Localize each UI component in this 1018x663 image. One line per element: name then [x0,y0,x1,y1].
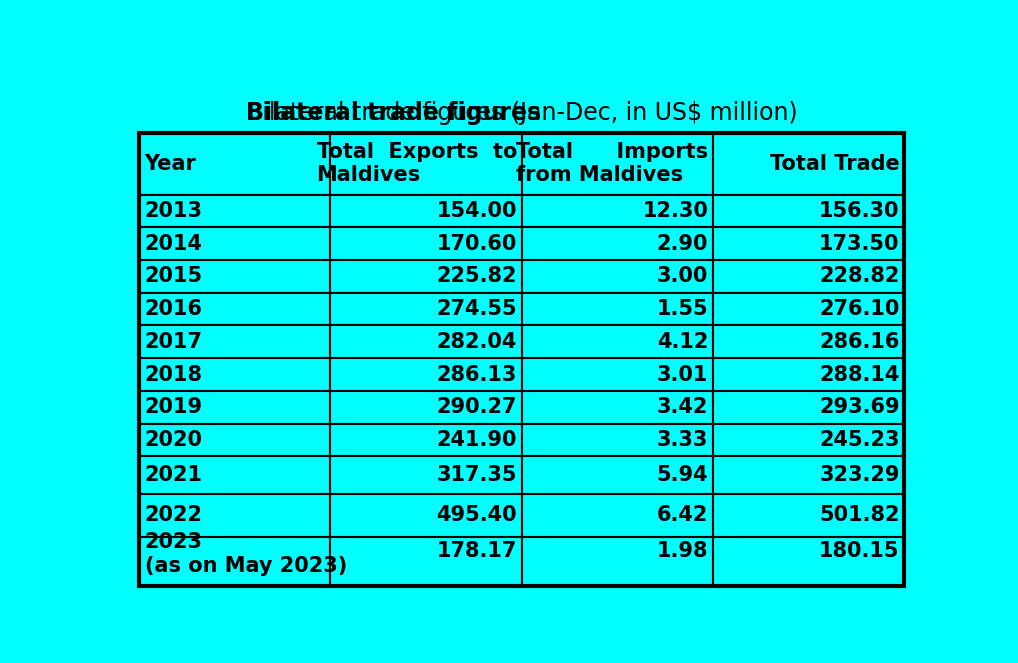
Bar [139,424,331,456]
Bar [139,260,331,293]
Text: 286.13: 286.13 [437,365,517,385]
Bar [139,293,331,326]
Text: 3.00: 3.00 [657,267,709,286]
Bar [331,227,521,260]
Bar [139,358,331,391]
Bar [713,456,904,494]
Text: Total      Imports
from Maldives: Total Imports from Maldives [516,143,709,186]
Text: 2023
(as on May 2023): 2023 (as on May 2023) [145,532,347,575]
Bar [139,227,331,260]
Bar [139,391,331,424]
Text: 3.01: 3.01 [657,365,709,385]
Text: 228.82: 228.82 [819,267,900,286]
Text: 12.30: 12.30 [642,201,709,221]
Bar [521,293,713,326]
Text: 495.40: 495.40 [437,505,517,525]
Bar [713,537,904,586]
Text: 3.33: 3.33 [657,430,709,450]
Text: Year: Year [145,154,196,174]
Text: 290.27: 290.27 [437,397,517,417]
Text: 156.30: 156.30 [819,201,900,221]
Text: 293.69: 293.69 [819,397,900,417]
Text: 2021: 2021 [145,465,203,485]
Text: 2018: 2018 [145,365,203,385]
Bar [713,494,904,537]
Text: 2015: 2015 [145,267,203,286]
Text: 173.50: 173.50 [819,233,900,254]
Text: 282.04: 282.04 [437,332,517,352]
Text: 170.60: 170.60 [437,233,517,254]
Text: 180.15: 180.15 [819,540,900,561]
Bar [713,424,904,456]
Bar [521,456,713,494]
Text: 2019: 2019 [145,397,203,417]
Text: 288.14: 288.14 [819,365,900,385]
Text: Bilateral trade figures (Jan-Dec, in US$ million): Bilateral trade figures (Jan-Dec, in US$… [246,101,797,125]
Bar [713,391,904,424]
Bar [713,358,904,391]
Text: 2013: 2013 [145,201,203,221]
Bar [521,537,713,586]
Text: 276.10: 276.10 [819,299,900,319]
Text: 2017: 2017 [145,332,203,352]
Text: Bilateral trade figures: Bilateral trade figures [246,101,541,125]
Bar [139,194,331,227]
Bar [139,537,331,586]
Bar [331,391,521,424]
Bar [331,133,521,194]
Text: 225.82: 225.82 [437,267,517,286]
Text: 323.29: 323.29 [819,465,900,485]
Text: 2022: 2022 [145,505,203,525]
Bar [521,133,713,194]
Bar [713,260,904,293]
Text: 501.82: 501.82 [819,505,900,525]
Bar [331,260,521,293]
Bar [139,326,331,358]
Text: 4.12: 4.12 [657,332,709,352]
Bar [139,456,331,494]
Bar [713,293,904,326]
Text: 154.00: 154.00 [437,201,517,221]
Bar [331,456,521,494]
Text: 286.16: 286.16 [819,332,900,352]
Bar [713,227,904,260]
Bar [713,194,904,227]
Bar [331,293,521,326]
Text: 245.23: 245.23 [819,430,900,450]
Text: 241.90: 241.90 [437,430,517,450]
Bar [139,133,904,586]
Text: 2014: 2014 [145,233,203,254]
Text: 178.17: 178.17 [437,540,517,561]
Bar [139,494,331,537]
Bar [139,133,331,194]
Bar [521,358,713,391]
Bar [521,494,713,537]
Bar [521,227,713,260]
Bar [331,537,521,586]
Text: 2.90: 2.90 [657,233,709,254]
Bar [331,326,521,358]
Bar [713,326,904,358]
Text: 274.55: 274.55 [437,299,517,319]
Bar [521,194,713,227]
Bar [521,260,713,293]
Text: 3.42: 3.42 [657,397,709,417]
Bar [331,494,521,537]
Bar [331,424,521,456]
Text: Total Trade: Total Trade [770,154,900,174]
Bar [521,326,713,358]
Text: 5.94: 5.94 [657,465,709,485]
Bar [331,358,521,391]
Bar [331,194,521,227]
Text: 6.42: 6.42 [657,505,709,525]
Bar [521,391,713,424]
Bar [521,424,713,456]
Text: 317.35: 317.35 [437,465,517,485]
Bar [713,133,904,194]
Text: 1.55: 1.55 [657,299,709,319]
Text: 2020: 2020 [145,430,203,450]
Text: 2016: 2016 [145,299,203,319]
Text: 1.98: 1.98 [657,540,709,561]
Text: Total  Exports  to
Maldives: Total Exports to Maldives [317,143,517,186]
